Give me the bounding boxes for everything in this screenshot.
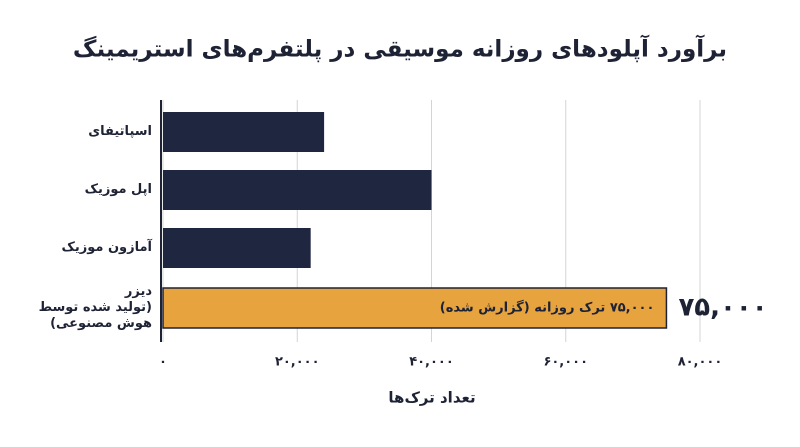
y-tick-label: آمازون موزیک (61, 240, 152, 255)
y-tick-label: اپل موزیک (84, 182, 152, 197)
x-tick-label: ۶۰,۰۰۰ (543, 355, 588, 370)
x-tick-label: ۴۰,۰۰۰ (409, 355, 454, 370)
x-tick-label: ۸۰,۰۰۰ (678, 355, 723, 370)
x-axis-label: تعداد ترک‌ها (388, 389, 475, 407)
bar (163, 228, 311, 268)
value-label: ۷۵,۰۰۰ (678, 293, 767, 323)
x-tick-label: ۲۰,۰۰۰ (275, 355, 320, 370)
y-tick-label: اسپاتیفای (88, 124, 152, 139)
bar (163, 112, 325, 152)
chart-title: برآورد آپلودهای روزانه موسیقی در پلتفرم‌… (73, 34, 727, 63)
x-tick-label: ۰ (159, 355, 167, 370)
bar (162, 287, 668, 329)
bar (163, 170, 432, 210)
y-tick-label: دیزر (تولید شده توسط هوش مصنوعی) (38, 284, 152, 331)
annotation: ۷۵,۰۰۰ ترک روزانه (گزارش شده) (440, 300, 655, 316)
